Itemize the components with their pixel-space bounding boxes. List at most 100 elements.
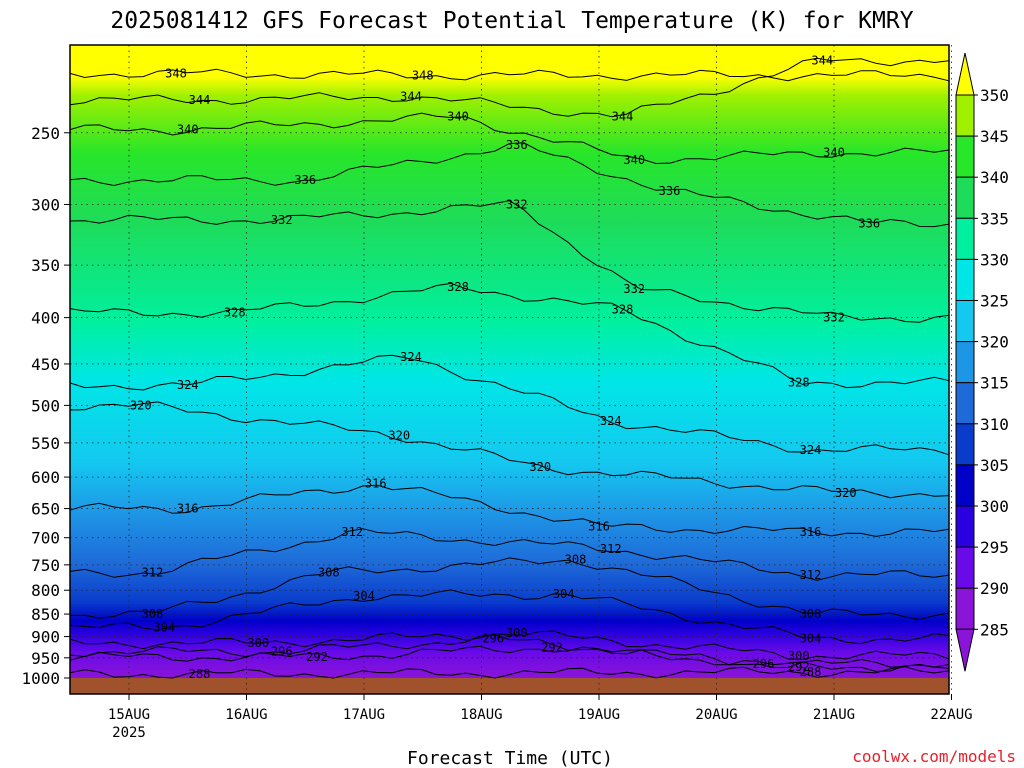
colorbar-label: 295 xyxy=(980,538,1009,557)
colorbar-label: 300 xyxy=(980,497,1009,516)
contour-label-300: 300 xyxy=(506,626,528,640)
contour-label-312: 312 xyxy=(800,568,822,582)
x-tick-label: 21AUG xyxy=(813,707,855,723)
x-tick-label: 16AUG xyxy=(225,707,267,723)
colorbar-swatch xyxy=(955,587,975,630)
contour-line-312 xyxy=(69,528,950,581)
contour-line-324 xyxy=(69,354,950,456)
contour-label-336: 336 xyxy=(506,138,528,152)
contour-label-292: 292 xyxy=(541,640,563,654)
contour-line-300 xyxy=(69,630,950,661)
x-tick-label: 17AUG xyxy=(343,707,385,723)
contour-line-296 xyxy=(69,634,950,669)
y-tick-label: 850 xyxy=(31,605,60,624)
y-tick-label: 700 xyxy=(31,529,60,548)
contour-label-316: 316 xyxy=(365,477,387,491)
contour-label-328: 328 xyxy=(788,376,810,390)
contour-label-308: 308 xyxy=(800,607,822,621)
y-tick-label: 650 xyxy=(31,500,60,519)
contour-label-332: 332 xyxy=(823,311,845,325)
contour-label-348: 348 xyxy=(412,68,434,82)
plot-frame xyxy=(69,44,950,695)
contour-label-296: 296 xyxy=(482,632,504,646)
colorbar-swatch xyxy=(955,94,975,137)
colorbar-label: 345 xyxy=(980,127,1009,146)
y-tick-label: 350 xyxy=(31,256,60,275)
contour-label-340: 340 xyxy=(177,123,199,137)
contour-label-320: 320 xyxy=(529,460,551,474)
colorbar-label: 320 xyxy=(980,333,1009,352)
chart-title: 2025081412 GFS Forecast Potential Temper… xyxy=(110,8,913,34)
contour-label-336: 336 xyxy=(858,217,880,231)
contour-label-308: 308 xyxy=(142,607,164,621)
colorbar-swatch xyxy=(955,135,975,178)
contour-label-324: 324 xyxy=(400,350,422,364)
contour-lines xyxy=(69,57,950,679)
contour-label-316: 316 xyxy=(800,525,822,539)
contour-label-340: 340 xyxy=(623,153,645,167)
contour-line-336 xyxy=(69,142,950,228)
contour-label-332: 332 xyxy=(271,213,293,227)
y-tick-label: 950 xyxy=(31,649,60,668)
contour-line-304 xyxy=(69,589,950,645)
y-tick-label: 600 xyxy=(31,468,60,487)
ground-strip xyxy=(70,678,949,694)
x-axis: 15AUG 16AUG 17AUG 18AUG 19AUG 20AUG 21AUG 22AUG xyxy=(108,694,973,723)
colorbar-label: 305 xyxy=(980,456,1009,475)
contour-label-340: 340 xyxy=(447,110,469,124)
contour-label-336: 336 xyxy=(659,184,681,198)
contour-label-332: 332 xyxy=(506,197,528,211)
contour-line-348 xyxy=(69,68,950,82)
contour-label-348: 348 xyxy=(165,66,187,80)
grid-lines xyxy=(70,45,952,694)
colorbar-label: 340 xyxy=(980,168,1009,187)
contour-label-304: 304 xyxy=(800,632,822,646)
colorbar-swatch xyxy=(955,258,975,301)
contour-label-328: 328 xyxy=(447,280,469,294)
contour-line-320 xyxy=(69,401,950,499)
contour-label-320: 320 xyxy=(835,486,857,500)
colorbar-bottom-arrow xyxy=(955,628,975,672)
colorbar-label: 330 xyxy=(980,250,1009,269)
x-year-label: 2025 xyxy=(112,725,146,741)
y-tick-label: 550 xyxy=(31,434,60,453)
contour-label-324: 324 xyxy=(177,378,199,392)
y-tick-label: 900 xyxy=(31,628,60,647)
contour-label-324: 324 xyxy=(800,443,822,457)
y-tick-label: 300 xyxy=(31,195,60,214)
colorbar-swatch xyxy=(955,464,975,507)
colorbar: 350 345 340 335 330 325 320 315 310 305 300 295 290 2… xyxy=(955,52,1009,672)
contour-label-296: 296 xyxy=(753,657,775,671)
y-tick-label: 750 xyxy=(31,556,60,575)
colorbar-label: 310 xyxy=(980,415,1009,434)
y-tick-label: 800 xyxy=(31,581,60,600)
x-tick-label: 20AUG xyxy=(695,707,737,723)
contour-label-304: 304 xyxy=(353,589,375,603)
x-tick-label: 15AUG xyxy=(108,707,150,723)
contour-label-312: 312 xyxy=(341,525,363,539)
contour-label-300: 300 xyxy=(247,636,269,650)
contour-label-304: 304 xyxy=(553,587,575,601)
contour-label-324: 324 xyxy=(600,414,622,428)
contour-label-344: 344 xyxy=(189,93,211,107)
colorbar-swatch xyxy=(955,423,975,466)
credit-text[interactable]: coolwx.com/models xyxy=(852,747,1016,766)
colorbar-label: 315 xyxy=(980,374,1009,393)
contour-label-332: 332 xyxy=(623,282,645,296)
contour-label-328: 328 xyxy=(612,303,634,317)
colorbar-label: 285 xyxy=(980,620,1009,639)
x-axis-title: Forecast Time (UTC) xyxy=(407,748,613,768)
contour-label-344: 344 xyxy=(811,53,833,67)
contour-line-308 xyxy=(69,557,950,621)
y-tick-label: 400 xyxy=(31,309,60,328)
x-tick-label: 18AUG xyxy=(460,707,502,723)
contour-label-316: 316 xyxy=(588,519,610,533)
contour-label-344: 344 xyxy=(400,90,422,104)
contour-label-336: 336 xyxy=(294,173,316,187)
colorbar-swatch xyxy=(955,217,975,260)
contour-label-292: 292 xyxy=(788,660,810,674)
contour-label-308: 308 xyxy=(565,553,587,567)
y-tick-label: 1000 xyxy=(21,669,60,688)
